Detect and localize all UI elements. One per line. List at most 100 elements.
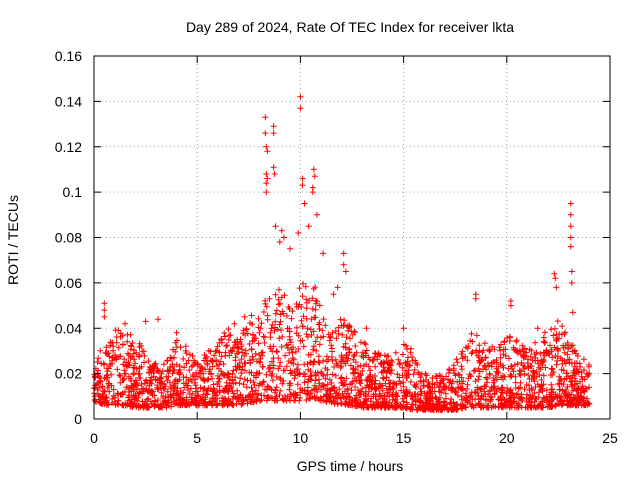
data-point [495,396,502,403]
data-point [248,384,255,391]
data-point [458,363,465,370]
data-point [507,302,514,309]
data-point [176,400,183,407]
data-point [213,357,220,364]
data-point [458,386,465,392]
data-point [241,376,248,383]
data-point [402,367,409,374]
data-point [129,402,136,409]
data-point [363,396,369,403]
data-point [312,395,319,402]
data-point [97,347,104,354]
data-point [315,353,322,360]
data-point [569,383,576,390]
data-point [117,353,124,360]
data-point [160,395,167,401]
data-point [515,404,522,411]
data-point [246,341,253,347]
data-point [219,371,225,378]
data-point [281,292,288,299]
data-point [436,394,443,401]
data-point [568,279,575,286]
data-point [550,389,557,396]
data-point [501,373,508,380]
data-point [484,375,491,382]
data-point [549,354,556,361]
y-tick-label: 0.14 [55,93,82,109]
y-tick-label: 0.04 [55,320,82,336]
data-point [288,346,295,353]
data-point [312,338,319,345]
data-point [340,343,347,350]
data-point [280,377,287,384]
data-point [368,386,375,392]
data-point [539,359,546,366]
data-point [332,356,339,363]
data-point [333,360,340,367]
data-point [368,395,375,402]
ticks-layer [93,55,611,420]
data-point [561,331,568,338]
data-point [556,380,563,387]
data-point [547,372,554,378]
data-point [585,371,592,378]
data-point [400,379,407,386]
x-tick-label: 15 [396,430,412,446]
data-point [457,402,464,409]
data-point [336,386,343,393]
data-point [399,404,406,411]
data-point [201,352,208,358]
data-point [376,391,383,397]
data-point [347,381,353,388]
data-point [501,339,508,346]
data-point [308,332,315,338]
data-point [244,400,251,407]
data-point [240,381,247,388]
data-point [363,347,370,354]
data-point [101,313,108,320]
data-point [125,373,132,380]
data-point [462,390,469,397]
data-point [551,270,558,277]
data-point [558,401,565,408]
data-point [518,397,525,404]
data-point [466,371,473,378]
data-point [318,368,325,375]
data-point [572,395,579,402]
data-point [310,166,317,173]
data-point [291,375,298,382]
data-point [222,349,229,356]
data-point [518,391,525,398]
data-point [586,363,592,370]
data-point [247,396,254,403]
data-point [469,338,476,345]
data-point [127,346,134,353]
data-point [150,373,157,380]
data-point [265,383,272,390]
data-point [218,337,225,343]
data-point [494,376,501,383]
data-point [262,386,269,393]
data-point [294,370,301,377]
data-point [158,370,165,377]
data-point [378,361,385,368]
data-point [556,331,563,338]
data-point [345,390,351,397]
data-point [137,375,144,381]
data-point [136,340,143,347]
data-point [232,379,239,386]
data-point [248,312,255,319]
data-point [463,344,469,351]
data-point [316,319,323,326]
data-point [280,234,287,241]
data-point [97,399,104,406]
data-point [476,359,483,366]
data-point [582,385,589,392]
data-point [234,394,241,401]
data-point [121,370,128,377]
data-point [348,387,355,394]
data-point [206,399,213,406]
data-point [173,329,180,336]
data-point [297,105,304,112]
data-point [297,337,304,344]
